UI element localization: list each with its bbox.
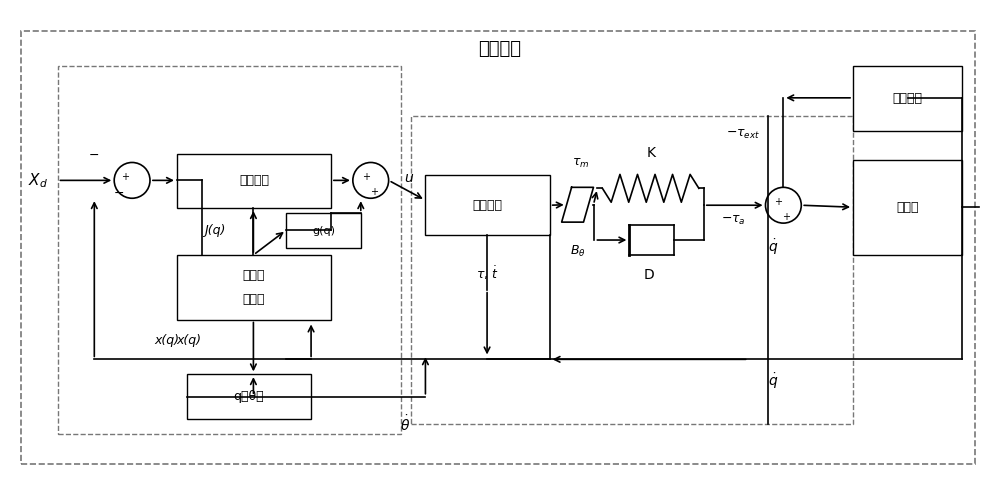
Text: +: +	[362, 172, 370, 182]
FancyBboxPatch shape	[425, 175, 550, 235]
FancyBboxPatch shape	[177, 153, 331, 208]
Text: $\dot{\theta}$: $\dot{\theta}$	[400, 414, 411, 434]
FancyBboxPatch shape	[853, 66, 962, 131]
Text: $B_{\theta}$: $B_{\theta}$	[570, 244, 585, 259]
Text: u: u	[404, 172, 412, 185]
Text: 外部环境: 外部环境	[893, 92, 923, 105]
Text: +: +	[782, 212, 790, 222]
FancyBboxPatch shape	[286, 213, 361, 248]
Text: $\tau$, $\dot{t}$: $\tau$, $\dot{t}$	[476, 265, 498, 282]
Text: −: −	[114, 187, 124, 200]
Text: $X_d$: $X_d$	[28, 171, 48, 190]
Text: K: K	[646, 147, 655, 161]
Text: $-\tau_{ext}$: $-\tau_{ext}$	[726, 127, 761, 141]
Text: g(q): g(q)	[312, 225, 335, 236]
Text: 力矩控制: 力矩控制	[473, 199, 503, 212]
Text: D: D	[644, 268, 655, 282]
Text: +: +	[121, 172, 129, 182]
Text: x(q): x(q)	[177, 335, 202, 347]
FancyBboxPatch shape	[853, 161, 962, 255]
Text: 柔性系统: 柔性系统	[479, 40, 522, 58]
Text: 静力学: 静力学	[243, 269, 265, 282]
Text: $\dot{q}$: $\dot{q}$	[768, 371, 779, 391]
Text: 动力学: 动力学	[243, 293, 265, 306]
FancyBboxPatch shape	[177, 255, 331, 319]
Text: q（θ）: q（θ）	[234, 390, 264, 403]
Text: 机器人: 机器人	[896, 201, 919, 214]
Text: 阻抗控制: 阻抗控制	[239, 174, 269, 187]
Text: −: −	[89, 149, 100, 162]
Text: $-\tau_a$: $-\tau_a$	[721, 214, 746, 227]
Text: J(q): J(q)	[204, 223, 225, 237]
Text: +: +	[774, 197, 782, 207]
Text: +: +	[370, 187, 378, 197]
Text: $\tau_m$: $\tau_m$	[572, 157, 589, 171]
Text: x(q): x(q)	[154, 335, 179, 347]
Text: $\dot{q}$: $\dot{q}$	[768, 237, 779, 257]
FancyBboxPatch shape	[187, 374, 311, 419]
